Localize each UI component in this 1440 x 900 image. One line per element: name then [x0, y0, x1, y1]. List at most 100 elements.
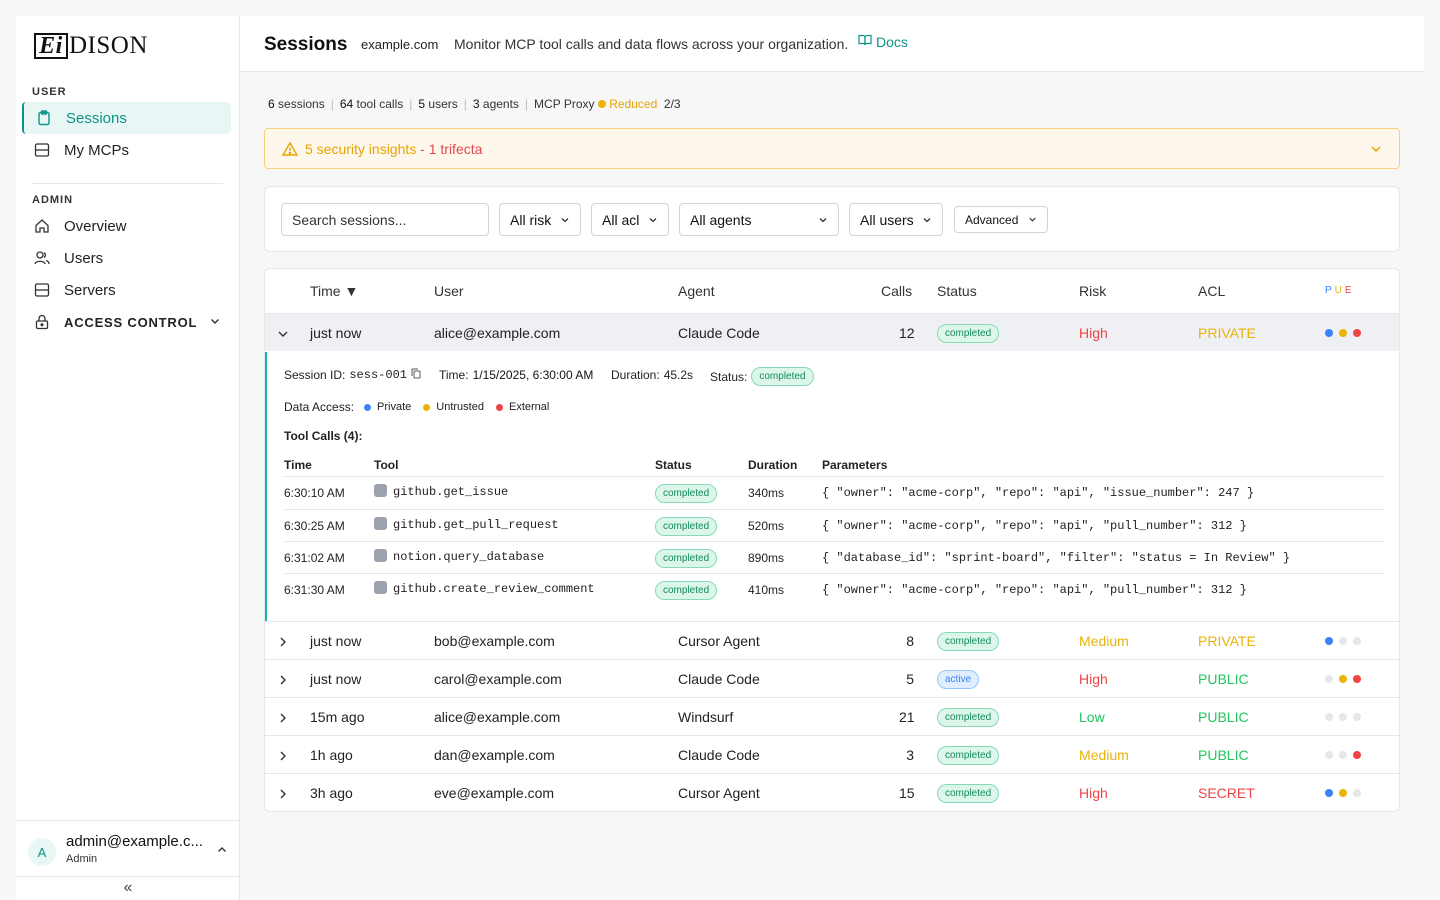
- sidebar-item-my-mcps[interactable]: My MCPs: [22, 134, 231, 166]
- external-dot: [1353, 675, 1361, 683]
- sidebar-item-sessions[interactable]: Sessions: [22, 102, 231, 134]
- private-dot: [364, 403, 372, 411]
- users-filter[interactable]: All users: [849, 203, 943, 236]
- row-pue-dots: [1325, 329, 1361, 337]
- tool-icon: [374, 549, 387, 562]
- table-row[interactable]: 3h ago eve@example.com Cursor Agent 15 c…: [265, 773, 1399, 811]
- col-header-time[interactable]: Time ▼: [310, 283, 359, 299]
- sidebar-item-label: Sessions: [66, 109, 127, 127]
- private-dot: [1325, 329, 1333, 337]
- chevron-down-icon: [649, 217, 657, 222]
- page-title: Sessions: [264, 34, 348, 55]
- row-time: 3h ago: [310, 785, 353, 801]
- untrusted-dot: [1339, 675, 1347, 683]
- untrusted-dot: [423, 403, 431, 411]
- row-risk: High: [1079, 325, 1108, 341]
- row-time: just now: [310, 633, 362, 649]
- acl-filter[interactable]: All acl: [591, 203, 669, 236]
- chevron-right-icon[interactable]: [277, 673, 289, 689]
- chevron-right-icon[interactable]: [277, 787, 289, 803]
- account-menu[interactable]: A admin@example.c... Admin: [16, 820, 240, 876]
- stat-users-count: 5: [418, 97, 426, 111]
- chevron-right-icon[interactable]: [277, 711, 289, 727]
- row-risk: High: [1079, 785, 1108, 801]
- row-agent: Claude Code: [678, 747, 760, 763]
- sidebar-item-servers[interactable]: Servers: [22, 274, 231, 306]
- edison-logo[interactable]: Ei DISON: [34, 32, 148, 60]
- row-agent: Claude Code: [678, 671, 760, 687]
- advanced-label: Advanced: [965, 212, 1019, 227]
- logo-mark: Ei: [34, 33, 68, 59]
- external-dot: [495, 403, 503, 411]
- stat-sessions-label: sessions: [278, 97, 325, 111]
- sub-col-tool: Tool: [374, 458, 399, 472]
- admin-section-label: ADMIN: [32, 194, 74, 206]
- status-badge: completed: [937, 784, 1000, 803]
- external-dot: [1353, 713, 1361, 721]
- warning-icon: [281, 141, 299, 162]
- sidebar-item-access-control[interactable]: ACCESS CONTROL: [22, 306, 231, 338]
- tool-call-row: 6:31:02 AM notion.query_database complet…: [284, 541, 1384, 573]
- table-row[interactable]: just now alice@example.com Claude Code 1…: [265, 313, 1399, 351]
- external-dot: [1353, 329, 1361, 337]
- chevron-down-icon[interactable]: [277, 327, 289, 343]
- docs-link-label: Docs: [876, 33, 908, 50]
- row-pue-dots: [1325, 637, 1361, 645]
- security-insights-banner[interactable]: 5 security insights - 1 trifecta: [264, 128, 1400, 169]
- row-user: alice@example.com: [434, 325, 561, 341]
- sidebar-item-users[interactable]: Users: [22, 242, 231, 274]
- risk-filter[interactable]: All risk: [499, 203, 581, 236]
- sub-col-status: Status: [655, 458, 692, 472]
- chevron-right-icon[interactable]: [277, 635, 289, 651]
- private-dot: [1325, 637, 1333, 645]
- clipboard-icon: [36, 110, 52, 126]
- agents-filter-value: All agents: [690, 211, 752, 228]
- call-time: 6:31:02 AM: [284, 551, 345, 565]
- org-name: example.com: [361, 37, 439, 52]
- status-badge: completed: [937, 708, 1000, 727]
- row-risk: High: [1079, 671, 1108, 687]
- duration-value: 45.2s: [663, 368, 694, 382]
- row-time: just now: [310, 671, 362, 687]
- status-badge: completed: [937, 632, 1000, 651]
- status-badge: completed: [937, 324, 1000, 343]
- search-input[interactable]: [281, 203, 489, 236]
- session-id-value: sess-001: [349, 368, 407, 382]
- copy-icon[interactable]: [411, 368, 421, 382]
- row-risk: Low: [1079, 709, 1105, 725]
- mcp-proxy-label: MCP Proxy: [534, 97, 595, 111]
- row-calls: 12: [899, 325, 915, 341]
- call-params: { "owner": "acme-corp", "repo": "api", "…: [822, 583, 1247, 597]
- agents-filter[interactable]: All agents: [679, 203, 839, 236]
- session-duration-line: Duration: 45.2s: [611, 368, 693, 382]
- table-row[interactable]: 1h ago dan@example.com Claude Code 3 com…: [265, 735, 1399, 773]
- row-risk: Medium: [1079, 633, 1129, 649]
- sub-col-duration: Duration: [748, 458, 798, 472]
- table-row[interactable]: 15m ago alice@example.com Windsurf 21 co…: [265, 697, 1399, 735]
- private-dot: [1325, 751, 1333, 759]
- sidebar-item-label: Overview: [64, 217, 127, 235]
- collapse-sidebar-button[interactable]: «: [16, 876, 240, 900]
- account-email: admin@example.c...: [66, 833, 203, 850]
- call-tool: github.create_review_comment: [393, 582, 595, 596]
- tool-icon: [374, 517, 387, 530]
- proxy-status-dot: [597, 100, 606, 108]
- pue-private-letter: P: [1325, 285, 1335, 296]
- sidebar-item-overview[interactable]: Overview: [22, 210, 231, 242]
- untrusted-dot: [1339, 329, 1347, 337]
- acl-filter-value: All acl: [602, 211, 640, 228]
- row-agent: Cursor Agent: [678, 633, 760, 649]
- server-icon: [34, 142, 50, 158]
- table-row[interactable]: just now carol@example.com Claude Code 5…: [265, 659, 1399, 697]
- col-header-acl: ACL: [1198, 283, 1226, 299]
- chevron-right-icon[interactable]: [277, 749, 289, 765]
- status-badge: completed: [937, 746, 1000, 765]
- logo-text: DISON: [69, 32, 148, 59]
- advanced-filter-button[interactable]: Advanced: [954, 206, 1048, 233]
- tool-call-row: 6:30:25 AM github.get_pull_request compl…: [284, 509, 1384, 541]
- chevron-down-icon: [561, 217, 569, 222]
- table-row[interactable]: just now bob@example.com Cursor Agent 8 …: [265, 621, 1399, 659]
- row-calls: 15: [899, 785, 915, 801]
- sidebar-divider: [32, 183, 223, 184]
- docs-link[interactable]: Docs: [858, 33, 908, 50]
